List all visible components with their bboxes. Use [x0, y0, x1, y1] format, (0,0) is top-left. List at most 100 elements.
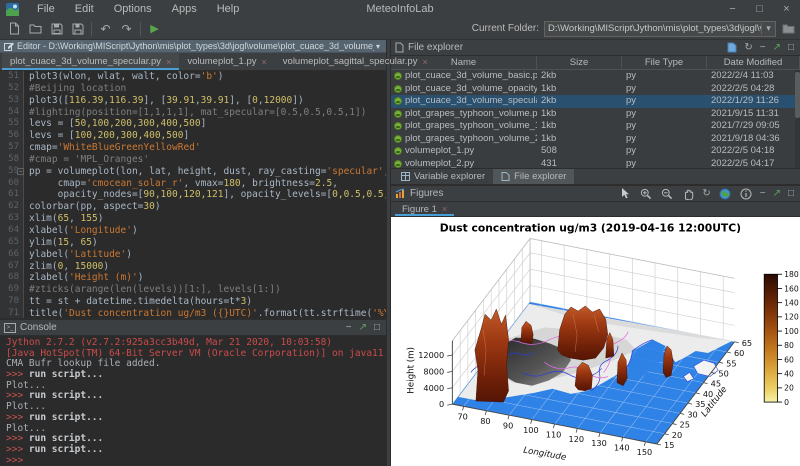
code-editor[interactable]: 51 plot3(wlon, wlat, walt, color='b') 52 #B… — [0, 71, 386, 318]
table-row[interactable]: volumeplot_2.py 431 py 2022/2/5 04:17 — [391, 157, 800, 169]
tick-label: 160 — [784, 284, 799, 293]
zoom-in-icon[interactable] — [639, 187, 653, 200]
menu-options[interactable]: Options — [113, 3, 152, 15]
table-row[interactable]: plot_cuace_3d_volume_opacity.py 1kb py 2022… — [391, 83, 800, 96]
figure-tab[interactable]: Figure 1 × — [395, 202, 455, 216]
console-maximize-icon[interactable]: □ — [373, 321, 380, 333]
file-size-cell: 1kb — [541, 82, 557, 94]
code-line: 57 cmap='WhiteBlueGreenYellowRed' — [0, 142, 386, 154]
file-size-cell: 508 — [541, 145, 557, 156]
figures-float-icon[interactable]: ↗ — [772, 187, 781, 199]
console-line: Plot... — [6, 379, 47, 391]
menu-file[interactable]: File — [37, 3, 55, 15]
menu-edit[interactable]: Edit — [74, 3, 94, 15]
file-type-cell: py — [626, 145, 637, 156]
editor-header[interactable]: Editor - D:\Working\MIScript\Jython\mis\… — [0, 40, 386, 53]
code-token: , — [257, 94, 264, 106]
code-token: ) — [91, 236, 98, 248]
figures-maximize-icon[interactable]: □ — [787, 187, 794, 199]
globe-icon[interactable] — [718, 187, 732, 200]
rotate-icon[interactable]: ↻ — [702, 187, 711, 199]
code-token: ] — [200, 118, 207, 130]
undo-button[interactable]: ↶ — [100, 21, 111, 36]
zoom-out-icon[interactable] — [660, 187, 674, 200]
console-float-icon[interactable]: ↗ — [358, 321, 367, 333]
editor-tab-2[interactable]: volumeplot_sagittal_specular.py × — [275, 53, 436, 70]
file-explorer-panel: File explorer ↻ − ↗ □ Name Size File Type D… — [391, 40, 800, 186]
save-all-button[interactable] — [67, 20, 88, 38]
editor-tab-1[interactable]: volumeplot_1.py × — [179, 53, 274, 70]
cursor-icon[interactable] — [618, 187, 632, 200]
tick-label: 55 — [726, 358, 736, 368]
identify-info-icon[interactable] — [739, 187, 753, 200]
file-type-cell: py — [626, 157, 637, 169]
new-file-icon[interactable] — [727, 42, 737, 53]
tick-label: 90 — [503, 420, 513, 430]
column-header-date-modified[interactable]: Date Modified — [707, 56, 800, 69]
tab-close-icon[interactable]: × — [261, 56, 267, 67]
tab-close-icon[interactable]: × — [166, 56, 172, 67]
code-token: 39.91 — [166, 94, 195, 106]
console-minimize-icon[interactable]: − — [345, 321, 352, 333]
column-header-file-type[interactable]: File Type — [622, 56, 707, 69]
file-explorer-minimize-icon[interactable]: − — [759, 41, 766, 53]
open-folder-button[interactable] — [25, 20, 46, 38]
tab-variable-explorer[interactable]: Variable explorer — [393, 169, 493, 184]
file-table-scrollbar[interactable] — [795, 70, 800, 168]
console-output[interactable]: Jython 2.7.2 (v2.7.2:925a3cc3b49d, Mar 2… — [0, 336, 386, 466]
menu-apps[interactable]: Apps — [171, 3, 197, 15]
editor-header-dropdown-icon[interactable]: ▾ — [375, 41, 380, 51]
tick-label: 45 — [711, 379, 721, 389]
menu-help[interactable]: Help — [216, 3, 240, 15]
code-token: ]) — [292, 94, 304, 106]
figure-canvas[interactable]: 70 80 90 100 110 120 130 140 150 15 20 25 30 35 40 45 50… — [391, 217, 800, 466]
minimize-button[interactable]: − — [729, 3, 736, 15]
table-row[interactable]: plot_cuace_3d_volume_specular.py 2kb py 202… — [391, 95, 800, 108]
table-row[interactable]: volumeplot_1.py 508 py 2022/2/5 04:18 — [391, 145, 800, 158]
vertical-splitter[interactable] — [386, 40, 391, 466]
console-title: Console — [20, 322, 57, 333]
file-explorer-float-icon[interactable]: ↗ — [772, 41, 781, 53]
close-button[interactable]: × — [783, 3, 790, 15]
file-name: volumeplot_1.py — [405, 145, 475, 156]
current-folder-combo[interactable]: D:\Working\MIScript\Jython\mis\plot_type… — [544, 20, 776, 37]
editor-tab-0[interactable]: plot_cuace_3d_volume_specular.py × — [2, 53, 180, 70]
table-row[interactable]: plot_grapes_typhoon_volume.py 1kb py 2021/9… — [391, 108, 800, 121]
code-token: 0 — [252, 94, 258, 106]
python-file-icon — [394, 84, 402, 93]
code-token: levs = [ — [29, 130, 75, 142]
tick-label: 12000 — [418, 350, 444, 360]
code-token: 'b' — [200, 71, 218, 82]
refresh-icon[interactable]: ↻ — [744, 41, 753, 53]
chevron-down-icon[interactable]: ▾ — [761, 23, 775, 34]
code-token: cmap= — [29, 142, 58, 154]
pan-hand-icon[interactable] — [681, 187, 695, 200]
code-token: ylabel( — [29, 248, 70, 260]
run-script-button[interactable]: ▶ — [150, 23, 159, 35]
browse-folder-button[interactable] — [778, 21, 798, 37]
table-row[interactable]: plot_cuace_3d_volume_basic.py 2kb py 2022/2… — [391, 70, 800, 83]
table-row[interactable]: plot_grapes_typhoon_volume_2.py 1kb py 2021… — [391, 133, 800, 146]
file-explorer-maximize-icon[interactable]: □ — [787, 41, 794, 53]
grid-icon — [401, 172, 410, 181]
figures-minimize-icon[interactable]: − — [759, 187, 766, 199]
tab-file-explorer[interactable]: File explorer — [493, 169, 575, 184]
file-date-cell: 2021/9/15 11:31 — [711, 107, 779, 119]
redo-button[interactable]: ↷ — [121, 21, 132, 36]
figure-tab-close-icon[interactable]: × — [441, 204, 448, 214]
column-header-name[interactable]: Name — [391, 56, 537, 69]
column-header-size[interactable]: Size — [537, 56, 622, 69]
table-row[interactable]: plot_grapes_typhoon_volume_1.py 1kb py 2021… — [391, 120, 800, 133]
maximize-button[interactable]: □ — [756, 3, 763, 15]
file-name-cell: volumeplot_1.py — [391, 145, 537, 158]
tick-label: 180 — [784, 270, 799, 279]
console-line: CMA Bufr lookup file added. — [6, 358, 161, 370]
code-token: , — [63, 260, 75, 272]
fold-icon[interactable]: − — [17, 167, 24, 175]
console-icon: >_ — [4, 322, 16, 333]
new-file-button[interactable] — [4, 20, 25, 38]
save-button[interactable] — [46, 20, 67, 38]
tab-close-icon[interactable]: × — [422, 56, 428, 67]
editor-tab-label: plot_cuace_3d_volume_specular.py — [10, 56, 162, 67]
code-token: 'specular' — [326, 165, 384, 177]
